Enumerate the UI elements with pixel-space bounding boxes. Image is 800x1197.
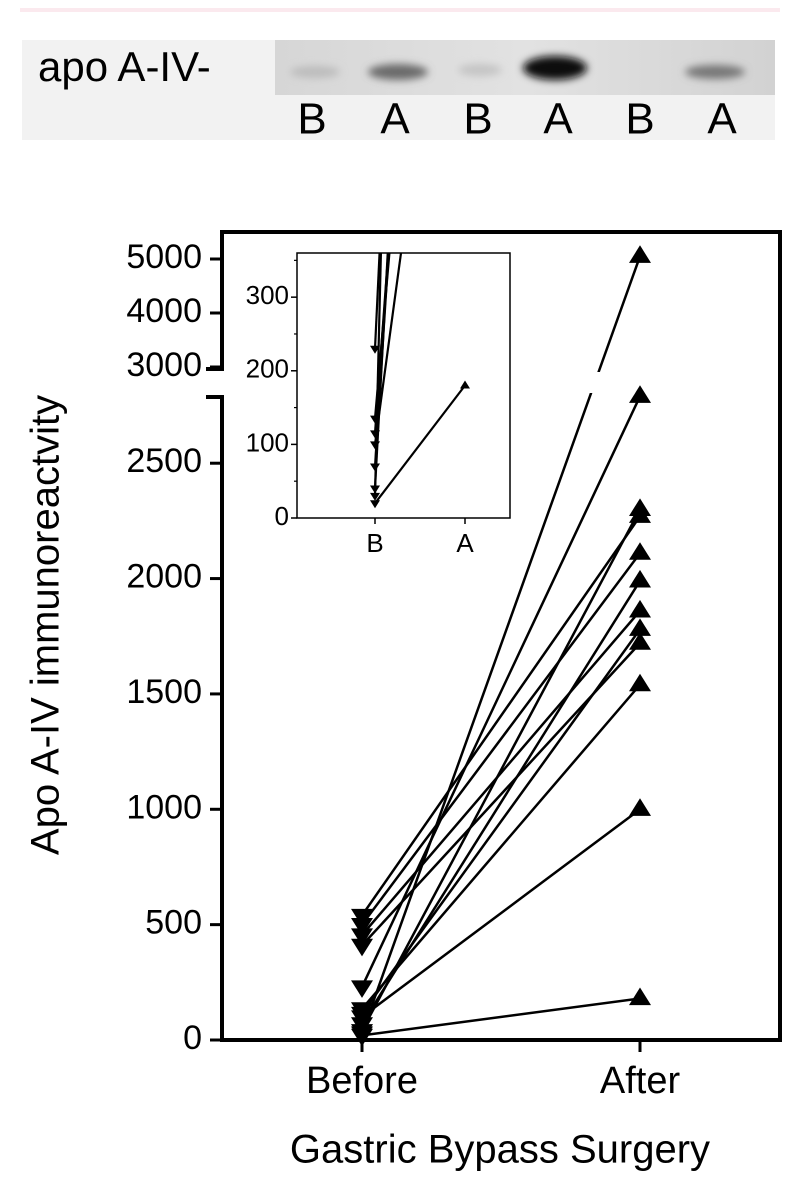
pair-line xyxy=(360,395,642,988)
pair-line xyxy=(360,508,642,1032)
after-marker xyxy=(629,505,651,523)
band xyxy=(458,64,502,76)
pair-line xyxy=(361,997,641,1037)
after-marker xyxy=(629,245,651,263)
inset-x-tick-label: A xyxy=(456,528,474,558)
after-marker xyxy=(629,618,651,636)
lane-label: B xyxy=(463,95,492,144)
lane-label: B xyxy=(297,95,326,144)
x-axis-title: Gastric Bypass Surgery xyxy=(290,1128,710,1172)
inset-before-marker xyxy=(370,500,380,509)
y-tick-label: 500 xyxy=(145,904,202,942)
before-marker xyxy=(351,980,373,998)
x-tick-label: Before xyxy=(306,1060,418,1102)
inset-before-marker xyxy=(370,180,380,188)
y-tick-label: 4000 xyxy=(126,292,202,330)
after-marker xyxy=(629,385,651,403)
inset-background xyxy=(296,252,511,519)
inset-after-marker xyxy=(460,380,470,389)
band xyxy=(685,65,745,79)
after-marker xyxy=(629,987,651,1006)
y-tick-label: 2000 xyxy=(126,558,202,596)
band xyxy=(290,66,340,78)
before-marker xyxy=(351,1028,373,1047)
lane-label: A xyxy=(707,95,737,144)
band xyxy=(523,56,587,80)
before-marker xyxy=(351,928,373,947)
pair-line xyxy=(361,683,641,1010)
inset-pair-line xyxy=(373,253,403,445)
after-marker xyxy=(629,569,651,588)
band xyxy=(368,64,428,80)
lane-label: B xyxy=(625,95,654,144)
y-tick-label: 1000 xyxy=(126,788,202,826)
inset-before-marker xyxy=(370,485,380,494)
inset-y-tick-label: 300 xyxy=(246,280,289,310)
pair-line xyxy=(361,808,641,1018)
x-tick-label: After xyxy=(600,1060,681,1102)
y-tick-label: 5000 xyxy=(126,238,202,276)
inset-y-tick-label: 200 xyxy=(246,354,289,384)
pair-line xyxy=(360,552,642,926)
pair-line xyxy=(361,642,641,947)
inset-before-marker xyxy=(370,441,380,450)
after-marker xyxy=(629,632,651,650)
y-tick-label: 1500 xyxy=(126,673,202,711)
inset-before-marker xyxy=(370,147,380,155)
before-marker xyxy=(351,1010,373,1028)
inset-before-marker xyxy=(370,492,380,501)
y-tick-label: 0 xyxy=(183,1019,202,1057)
after-marker xyxy=(629,673,651,692)
after-marker xyxy=(629,798,651,816)
y-tick-label: 3000 xyxy=(126,346,202,384)
lane-label: A xyxy=(380,95,410,144)
after-marker xyxy=(629,542,651,560)
inset-pair-line xyxy=(374,384,466,504)
inset-x-tick-label: B xyxy=(366,528,383,558)
inset-before-marker xyxy=(370,430,380,439)
blot-bands xyxy=(290,56,745,80)
inset-y-tick-label: 0 xyxy=(275,501,289,531)
pair-line xyxy=(360,515,642,917)
blot-label: apo A-IV- xyxy=(38,43,211,90)
inset-before-marker xyxy=(370,213,380,221)
lane-label: A xyxy=(543,95,573,144)
inset-plot xyxy=(370,147,470,509)
y-axis-title: Apo A-IV immunoreactvity xyxy=(24,395,68,855)
before-marker xyxy=(351,908,373,927)
after-marker xyxy=(629,599,651,618)
y-tick-label: 2500 xyxy=(126,442,202,480)
pair-line xyxy=(361,610,641,936)
inset-before-marker xyxy=(370,463,380,472)
inset-before-marker xyxy=(370,415,380,424)
inset-before-marker xyxy=(370,345,380,354)
inset-y-tick-label: 100 xyxy=(246,427,289,457)
before-marker xyxy=(351,918,373,936)
before-marker xyxy=(351,938,373,957)
